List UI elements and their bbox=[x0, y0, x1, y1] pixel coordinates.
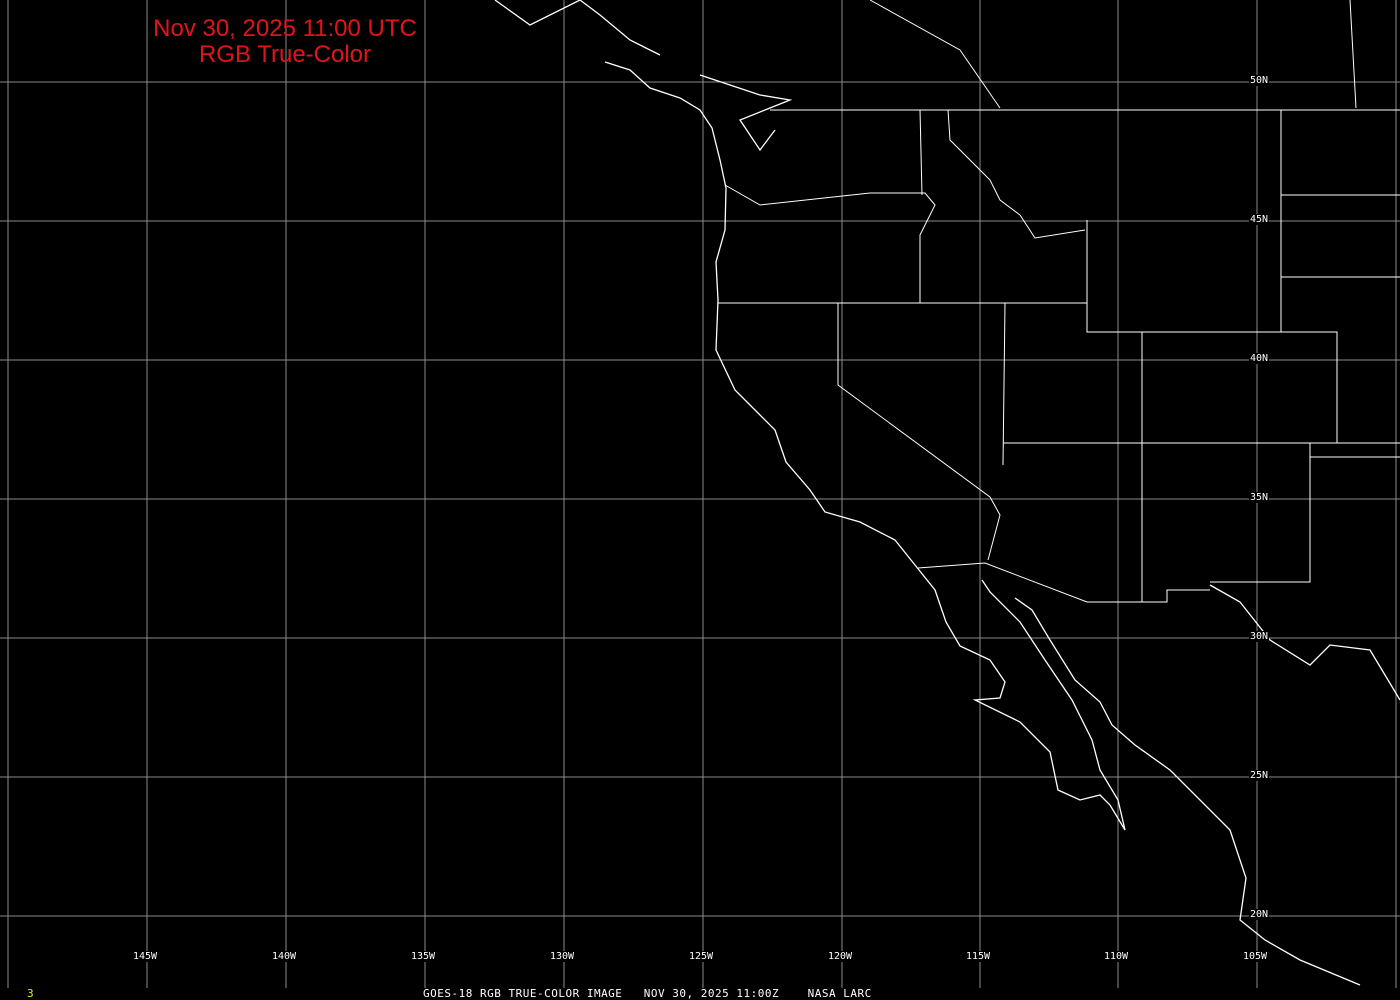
longitude-label: 115W bbox=[965, 951, 992, 962]
latitude-label: 25N bbox=[1249, 770, 1270, 781]
longitude-label: 125W bbox=[688, 951, 715, 962]
longitude-label: 105W bbox=[1242, 951, 1269, 962]
image-caption: GOES-18 RGB TRUE-COLOR IMAGE NOV 30, 202… bbox=[423, 987, 872, 1000]
latitude-label: 50N bbox=[1249, 75, 1270, 86]
latitude-label: 45N bbox=[1249, 214, 1270, 225]
longitude-label: 130W bbox=[549, 951, 576, 962]
us-mexico-border bbox=[917, 562, 1210, 603]
sonora-coastline bbox=[1209, 584, 1400, 701]
latitude-label: 35N bbox=[1249, 492, 1270, 503]
image-product-title: RGB True-Color bbox=[198, 41, 372, 68]
longitude-label: 140W bbox=[271, 951, 298, 962]
longitude-label: 135W bbox=[410, 951, 437, 962]
frame-number: 3 bbox=[27, 987, 34, 1000]
longitude-label: 110W bbox=[1103, 951, 1130, 962]
longitude-label: 145W bbox=[132, 951, 159, 962]
idaho-montana-border bbox=[947, 109, 1086, 239]
canada-coast bbox=[494, 0, 661, 56]
wa-or-border bbox=[724, 184, 936, 303]
idaho-west-border bbox=[919, 109, 923, 196]
latitude-label: 30N bbox=[1249, 631, 1270, 642]
canada-province-border bbox=[869, 0, 1001, 109]
nv-ut-border bbox=[1002, 302, 1006, 466]
ca-nv-border bbox=[837, 303, 1001, 561]
coastlines bbox=[494, 0, 1400, 986]
image-timestamp-title: Nov 30, 2025 11:00 UTC bbox=[153, 15, 417, 42]
canada-province-border-east bbox=[1349, 0, 1357, 109]
wy-border bbox=[1086, 220, 1338, 443]
nm-tx-border bbox=[1210, 443, 1311, 583]
pacific-coastline bbox=[604, 61, 1126, 831]
puget-sound bbox=[699, 74, 793, 152]
political-borders bbox=[718, 0, 1400, 603]
latitude-label: 40N bbox=[1249, 353, 1270, 364]
longitude-label: 120W bbox=[827, 951, 854, 962]
mexico-mainland-coastline bbox=[1014, 597, 1361, 986]
latitude-label: 20N bbox=[1249, 909, 1270, 920]
